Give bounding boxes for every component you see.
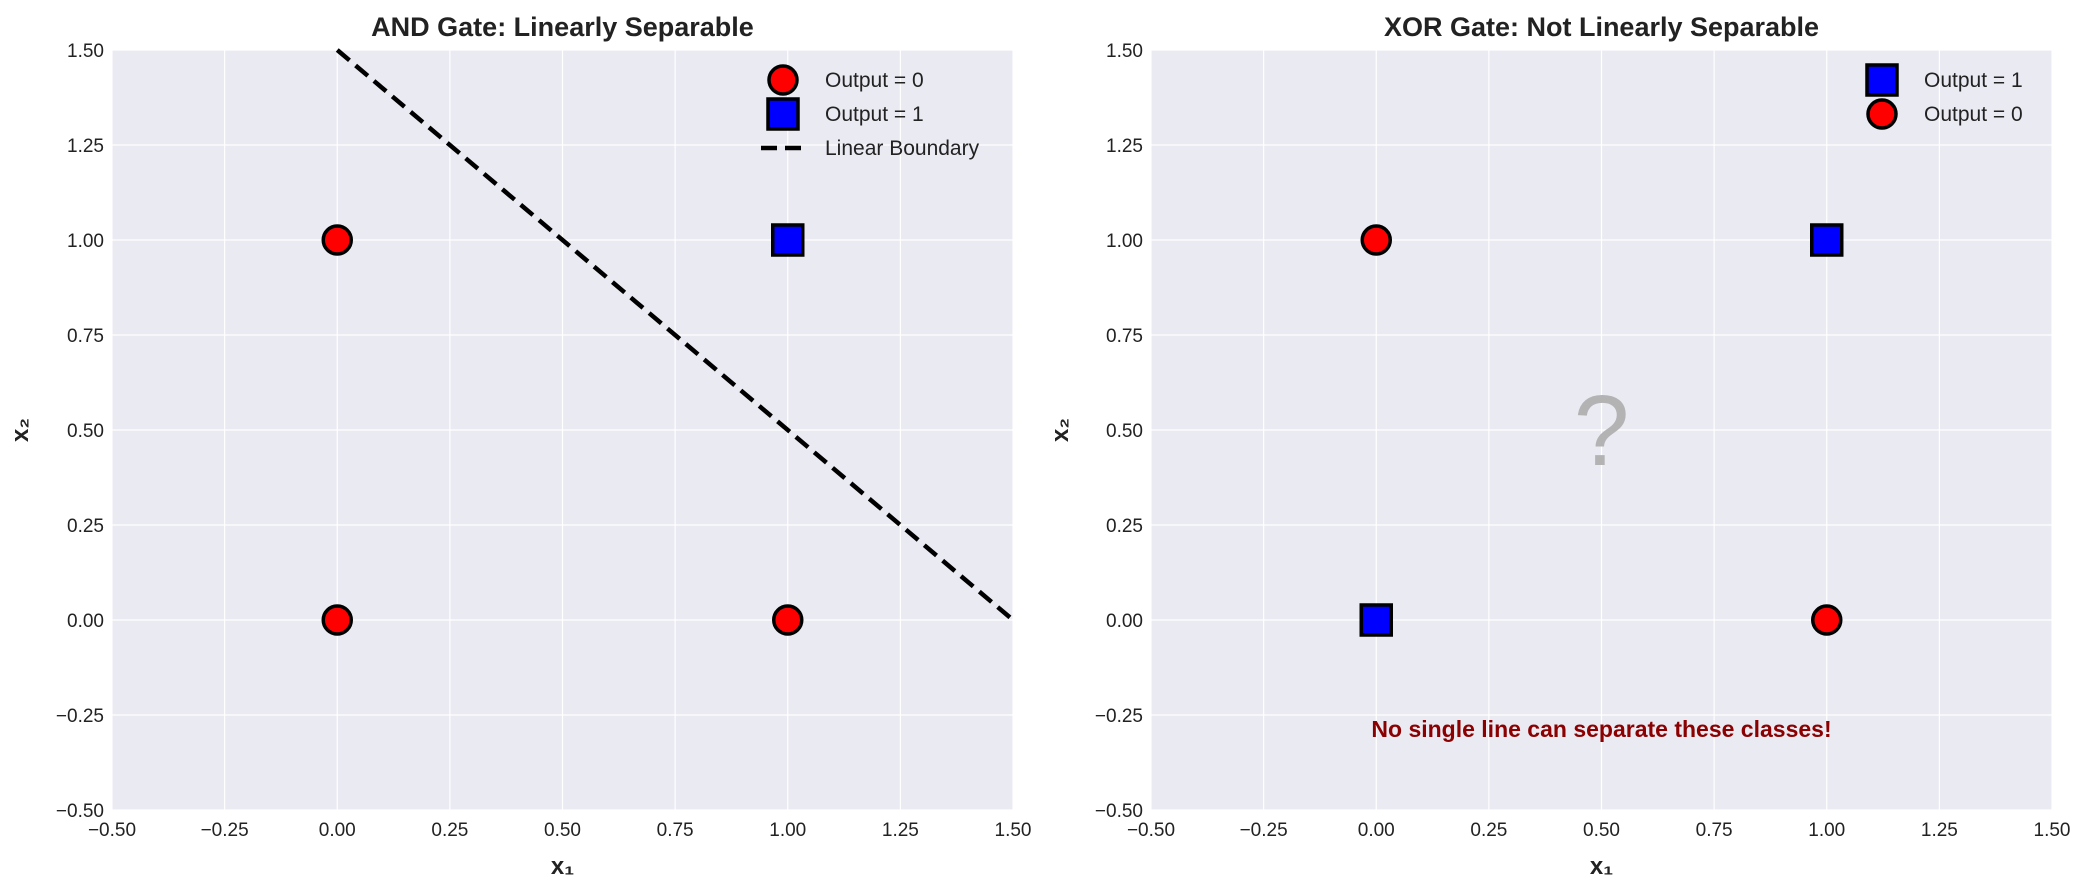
x-axis-label: x₁ <box>1590 853 1613 880</box>
data-point-square <box>771 223 805 257</box>
x-tick-label: 1.50 <box>995 820 1032 841</box>
data-point-circle <box>1360 224 1392 256</box>
and-gate-panel: −0.50 −0.25 0.00 0.25 0.50 0.75 1.00 1.25 1.50 −0… <box>7 12 1031 880</box>
y-tick-label: 1.00 <box>1106 231 1143 252</box>
y-tick-label: −0.25 <box>1095 706 1143 727</box>
x-tick-label: 1.50 <box>2034 820 2071 841</box>
y-tick-label: 0.25 <box>67 516 104 537</box>
x-tick-label: 1.00 <box>769 820 806 841</box>
chart-title: AND Gate: Linearly Separable <box>371 12 754 42</box>
x-tick-label: −0.25 <box>201 820 249 841</box>
legend-label: Output = 0 <box>825 69 924 92</box>
y-axis-label: x₂ <box>7 418 34 442</box>
legend-marker <box>766 97 800 131</box>
chart-title: XOR Gate: Not Linearly Separable <box>1384 12 1819 42</box>
y-tick-label: 1.25 <box>67 136 104 157</box>
data-point-circle <box>772 604 804 636</box>
separability-note: No single line can separate these classe… <box>1371 716 1831 742</box>
x-tick-label: −0.50 <box>1127 820 1175 841</box>
data-point-circle <box>321 224 353 256</box>
legend-marker <box>1866 98 1898 130</box>
y-tick-label: 0.00 <box>67 611 104 632</box>
x-axis-label: x₁ <box>551 853 574 880</box>
x-tick-label: 0.00 <box>1358 820 1395 841</box>
x-tick-label: −0.50 <box>88 820 136 841</box>
y-tick-label: −0.50 <box>56 801 104 822</box>
data-point-circle <box>321 604 353 636</box>
y-tick-label: 0.00 <box>1106 611 1143 632</box>
decision-boundary-line <box>335 48 1015 622</box>
x-tick-label: 0.25 <box>1470 820 1507 841</box>
y-tick-label: 1.25 <box>1106 136 1143 157</box>
y-tick-label: 1.00 <box>67 231 104 252</box>
y-tick-label: 1.50 <box>67 41 104 62</box>
y-tick-label: 1.50 <box>1106 41 1143 62</box>
x-tick-label: 0.50 <box>1583 820 1620 841</box>
x-tick-label: 1.25 <box>1921 820 1958 841</box>
legend-marker <box>1865 63 1899 97</box>
x-tick-label: −0.25 <box>1240 820 1288 841</box>
x-tick-label: 0.75 <box>1696 820 1733 841</box>
y-tick-label: 0.75 <box>67 326 104 347</box>
data-point-circle <box>1811 604 1843 636</box>
y-tick-label: 0.50 <box>67 421 104 442</box>
y-tick-label: −0.25 <box>56 706 104 727</box>
legend-label: Output = 0 <box>1924 103 2023 126</box>
x-tick-label: 0.00 <box>319 820 356 841</box>
question-mark-annotation: ? <box>1574 375 1630 487</box>
y-tick-label: 0.75 <box>1106 326 1143 347</box>
x-tick-label: 1.00 <box>1808 820 1845 841</box>
y-tick-label: 0.25 <box>1106 516 1143 537</box>
data-point-square <box>1359 603 1393 637</box>
legend-label: Output = 1 <box>1924 69 2023 92</box>
x-tick-label: 0.75 <box>657 820 694 841</box>
legend-label: Output = 1 <box>825 103 924 126</box>
y-tick-label: −0.50 <box>1095 801 1143 822</box>
xor-gate-panel: −0.50 −0.25 0.00 0.25 0.50 0.75 1.00 1.25 1.50 −0… <box>1047 12 2070 880</box>
x-tick-label: 1.25 <box>882 820 919 841</box>
legend-marker <box>767 64 799 96</box>
legend: Output = 0 Output = 1 Linear Boundary <box>761 64 980 160</box>
x-tick-label: 0.50 <box>544 820 581 841</box>
x-tick-label: 0.25 <box>431 820 468 841</box>
y-axis-label: x₂ <box>1047 418 1074 442</box>
data-point-square <box>1810 223 1844 257</box>
y-tick-label: 0.50 <box>1106 421 1143 442</box>
legend-label: Linear Boundary <box>825 137 980 160</box>
legend: Output = 1 Output = 0 <box>1865 63 2023 130</box>
